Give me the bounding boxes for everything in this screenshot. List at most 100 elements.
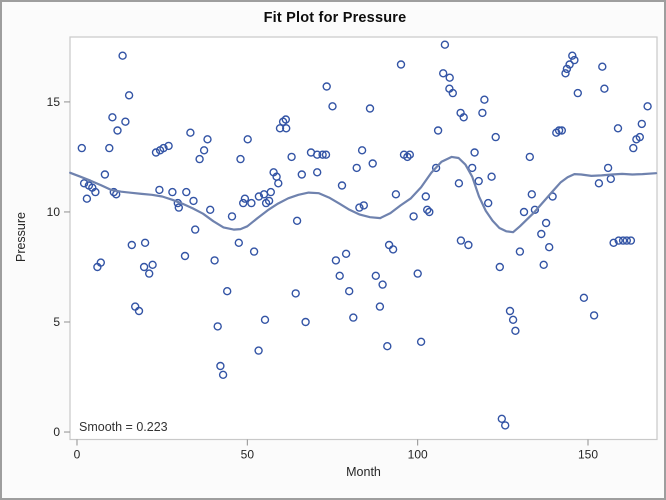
- scatter-point: [565, 60, 574, 69]
- scatter-point: [282, 124, 291, 133]
- scatter-point: [249, 247, 259, 256]
- scatter-point: [190, 225, 200, 234]
- scatter-point: [108, 113, 117, 122]
- scatter-point: [396, 60, 406, 69]
- scatter-point: [91, 187, 100, 197]
- smooth-annotation: Smooth = 0.223: [79, 420, 168, 434]
- scatter-point: [530, 205, 540, 215]
- scatter-point: [501, 421, 510, 430]
- scatter-point: [96, 258, 106, 267]
- scatter-point: [614, 236, 623, 245]
- scatter-point: [77, 143, 87, 153]
- scatter-point: [297, 170, 306, 179]
- scatter-point: [383, 342, 392, 351]
- scatter-point: [487, 172, 496, 181]
- scatter-point: [416, 337, 426, 346]
- scatter-point: [186, 128, 195, 137]
- scatter-point: [459, 113, 468, 122]
- plot-frame: [69, 36, 658, 441]
- scatter-point: [322, 82, 331, 91]
- scatter-point: [82, 194, 92, 203]
- scatter-point: [570, 55, 579, 65]
- scatter-point: [609, 238, 618, 248]
- scatter-point: [159, 143, 168, 153]
- scatter-point: [508, 315, 518, 324]
- scatter-point: [643, 102, 652, 111]
- scatter-point: [562, 64, 572, 74]
- scatter-point: [205, 205, 215, 215]
- scatter-point: [413, 269, 422, 278]
- scatter-point: [105, 143, 114, 153]
- scatter-point: [199, 146, 209, 155]
- scatter-point: [545, 242, 554, 252]
- scatter-point: [247, 198, 256, 208]
- scatter-point: [403, 152, 412, 162]
- scatter-point: [318, 150, 327, 159]
- scatter-point: [275, 124, 285, 133]
- scatter-point: [603, 163, 613, 173]
- scatter-point: [227, 212, 237, 221]
- scatter-point: [539, 260, 548, 269]
- scatter-point: [368, 159, 377, 168]
- scatter-point: [328, 102, 337, 111]
- scatter-point: [292, 216, 302, 226]
- scatter-point: [118, 51, 127, 60]
- scatter-point: [365, 104, 375, 113]
- scatter-point: [618, 236, 628, 245]
- scatter-point: [274, 179, 283, 188]
- scatter-point: [371, 271, 380, 280]
- scatter-point: [439, 69, 448, 78]
- y-tick-label: 0: [53, 425, 60, 439]
- scatter-point: [155, 185, 164, 195]
- y-tick-label: 15: [47, 95, 61, 109]
- scatter-point: [79, 179, 89, 188]
- scatter-point: [151, 148, 161, 157]
- scatter-point: [637, 119, 646, 129]
- scatter-point: [345, 287, 354, 296]
- scatter-point: [331, 256, 341, 265]
- scatter-point: [287, 152, 296, 162]
- scatter-point: [525, 152, 534, 162]
- scatter-point: [388, 245, 398, 254]
- scatter-point: [313, 150, 322, 159]
- scatter-point: [497, 414, 506, 423]
- scatter-point: [423, 205, 432, 215]
- scatter-point: [254, 346, 263, 355]
- scatter-point: [134, 306, 144, 316]
- scatter-point: [527, 190, 536, 199]
- scatter-point: [537, 229, 546, 239]
- x-tick-label: 0: [74, 448, 81, 462]
- scatter-point: [281, 115, 290, 124]
- scatter-point: [238, 198, 248, 208]
- scatter-point: [349, 313, 358, 322]
- x-tick-label: 100: [408, 448, 428, 462]
- scatter-point: [491, 132, 500, 142]
- scatter-point: [359, 201, 368, 210]
- scatter-point: [568, 51, 577, 60]
- scatter-point: [234, 238, 244, 248]
- scatter-point: [409, 212, 418, 221]
- chart-title: Fit Plot for Pressure: [263, 10, 407, 26]
- scatter-point: [391, 190, 401, 199]
- scatter-point: [557, 126, 566, 135]
- scatter-point: [378, 280, 387, 289]
- scatter-point: [511, 326, 520, 335]
- scatter-point: [352, 163, 361, 173]
- scatter-point: [445, 73, 454, 82]
- scatter-point: [635, 132, 644, 142]
- scatter-point: [579, 293, 589, 302]
- scatter-point: [440, 40, 450, 49]
- scatter-point: [266, 187, 275, 197]
- scatter-point: [554, 126, 564, 135]
- scatter-point: [174, 203, 184, 212]
- scatter-point: [468, 163, 477, 173]
- scatter-point: [240, 194, 250, 203]
- scatter-point: [236, 154, 245, 164]
- scatter-point: [203, 135, 212, 144]
- scatter-point: [421, 192, 430, 201]
- scatter-point: [254, 192, 264, 201]
- scatter-point: [375, 302, 385, 311]
- y-tick-label: 5: [53, 315, 60, 329]
